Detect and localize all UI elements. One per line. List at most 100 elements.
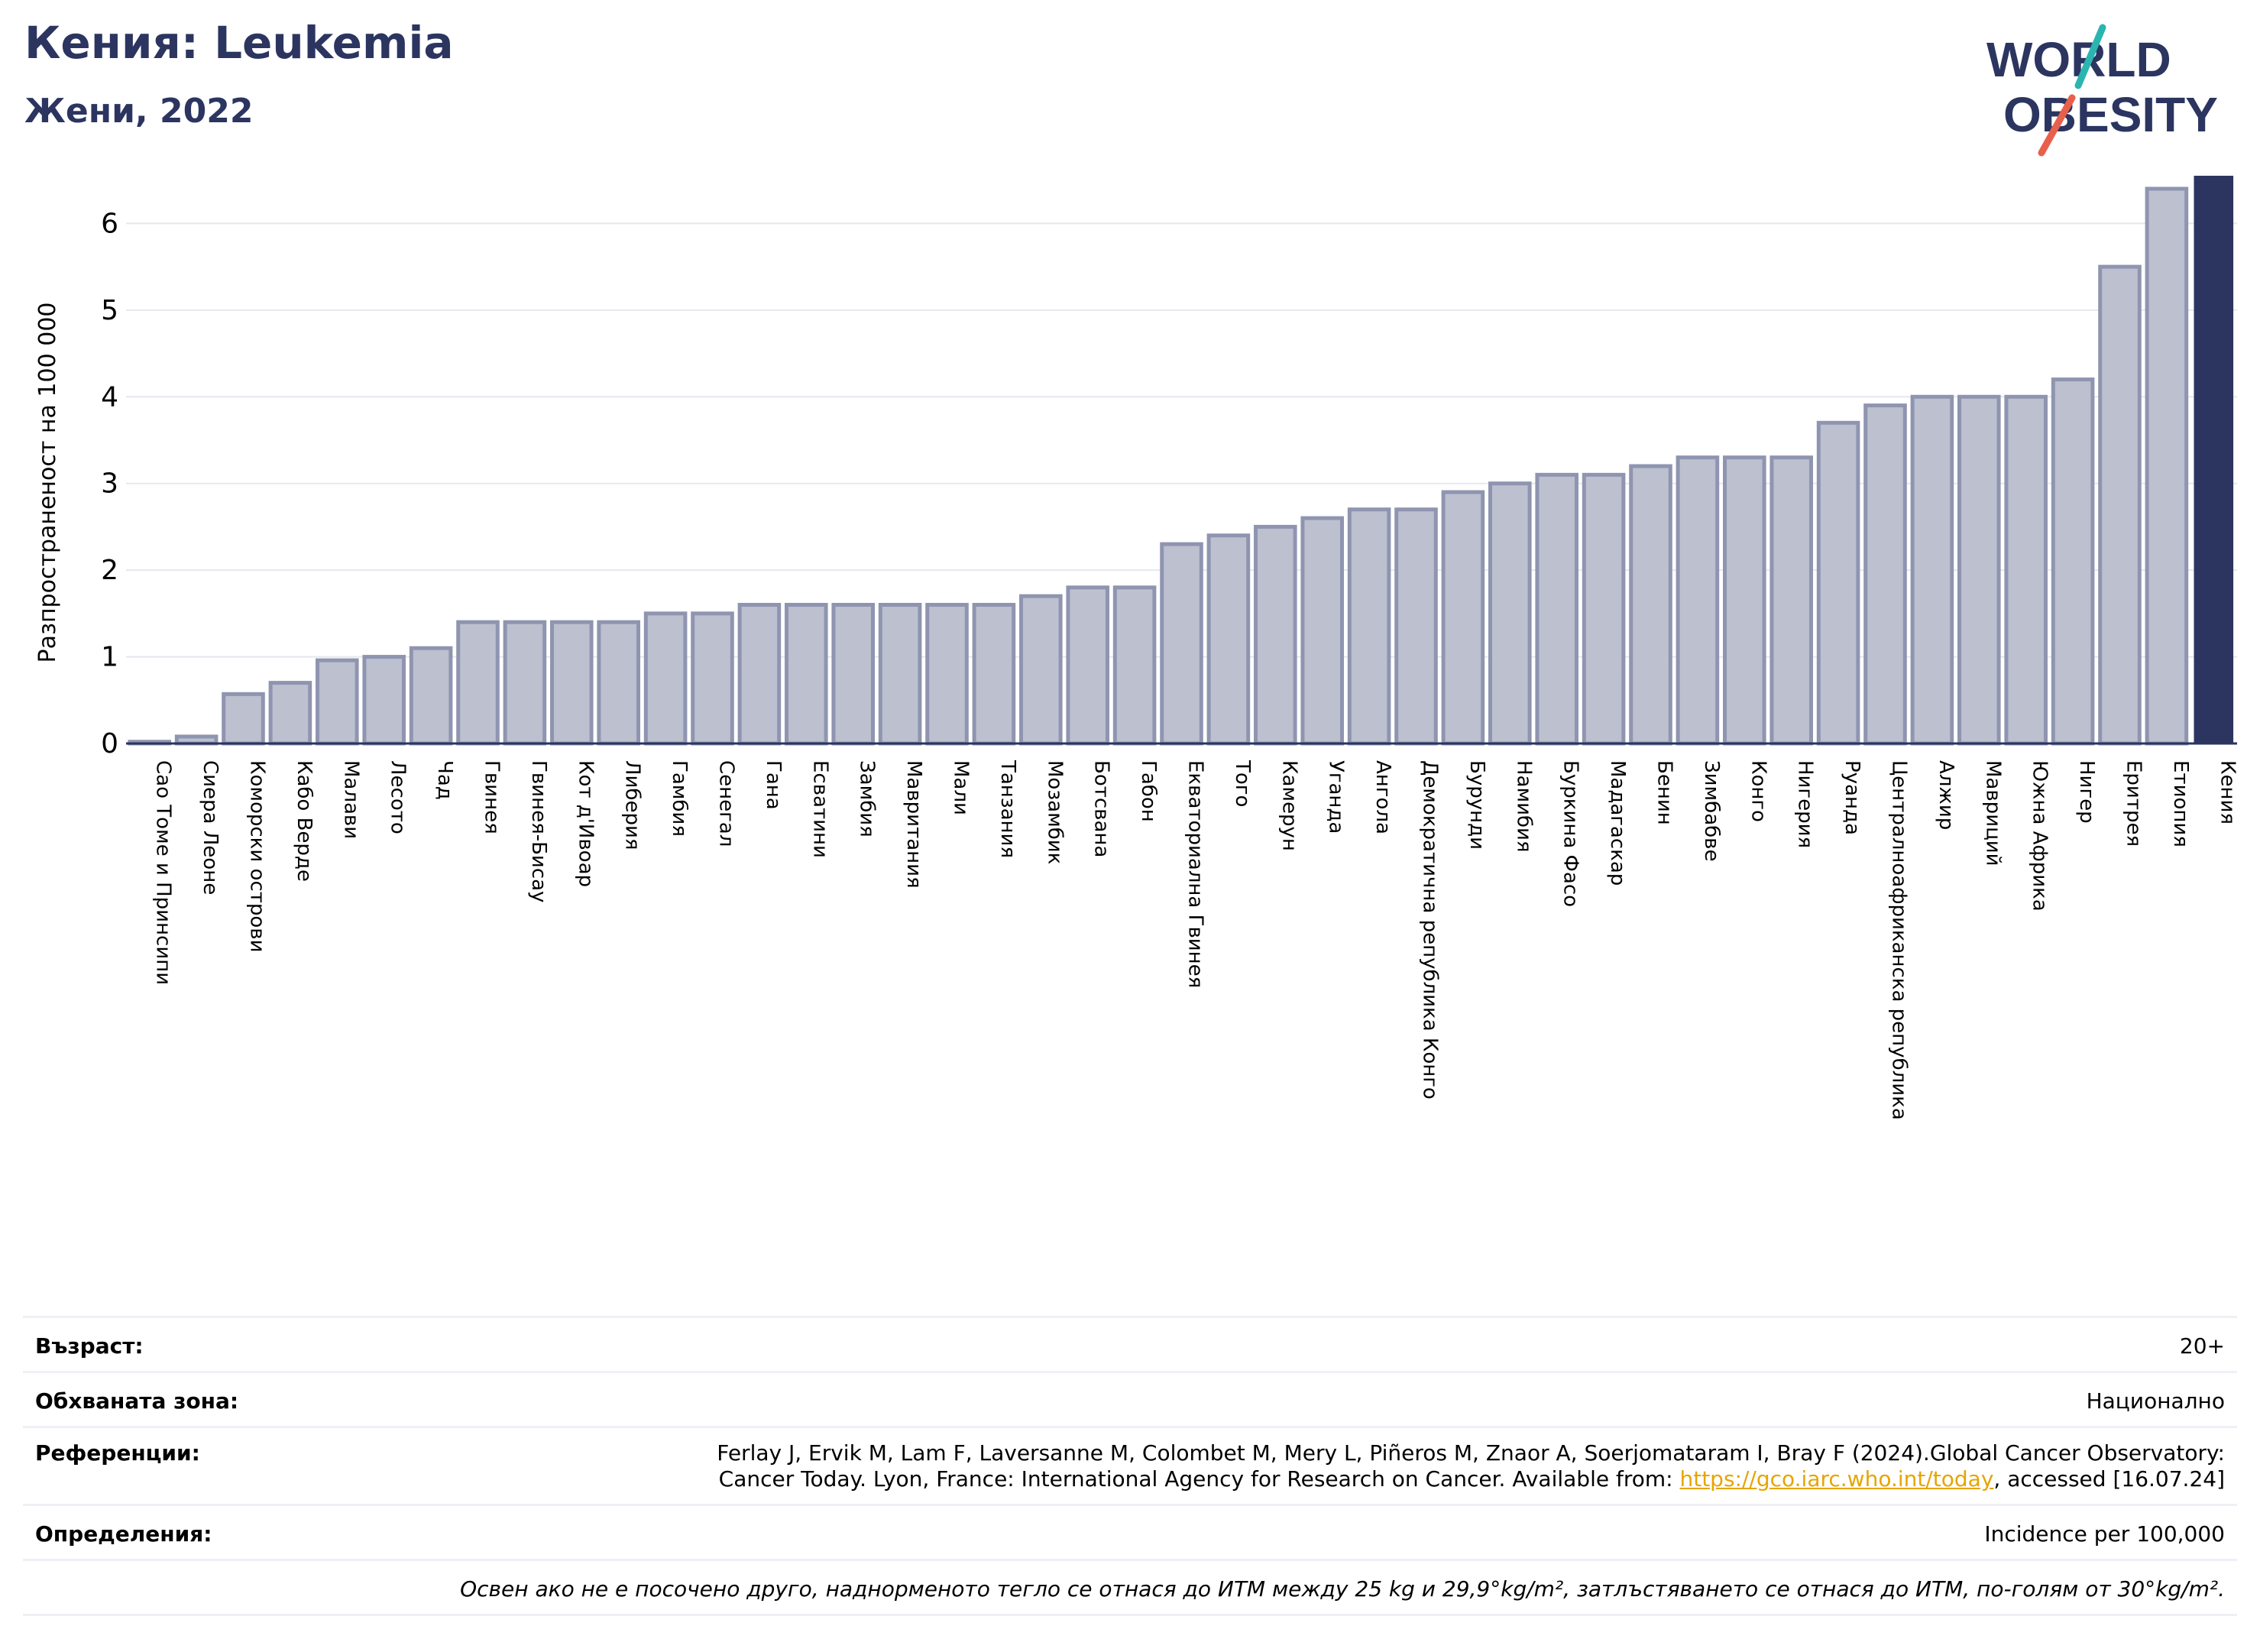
bar: [1723, 455, 1766, 746]
x-tick-label: Малави: [339, 760, 362, 839]
references-line-2: Cancer Today. Lyon, France: Internationa…: [719, 1466, 2225, 1492]
bar: [1066, 585, 1109, 746]
bar: [1957, 394, 2001, 746]
bar: [643, 611, 688, 746]
bar: [597, 620, 640, 746]
info-table-bottom-border: [23, 1614, 2237, 1616]
info-row-definitions: Определения: Incidence per 100,000: [23, 1504, 2237, 1559]
x-tick-label: Гвинея: [481, 760, 503, 834]
bar: [1769, 455, 1813, 746]
x-tick-label: Сиера Леоне: [199, 760, 222, 895]
x-tick-label: Гамбия: [668, 760, 691, 837]
bar: [1863, 403, 1907, 746]
bar: [268, 681, 312, 746]
x-tick-label: Мадагаскар: [1606, 760, 1629, 886]
logo-word-obesity: OBESITY: [2003, 87, 2218, 142]
tick-labels: 0 1 2 3 4 5 6 Сао Томе и Принсипи Сиера Леоне Ком…: [101, 208, 2239, 1119]
bar: [1206, 533, 1251, 746]
x-tick-label: Лесото: [387, 760, 410, 834]
y-tick-label: 1: [101, 642, 118, 673]
bar: [2098, 264, 2142, 746]
coverage-label: Обхваната зона:: [35, 1388, 239, 1414]
bar: [831, 603, 875, 746]
logo-slash-top: [2074, 24, 2106, 89]
x-tick-label: Конго: [1747, 760, 1769, 822]
y-axis-label: Разпространеност на 100 000: [34, 303, 61, 663]
bar: [409, 646, 453, 746]
y-tick-label: 3: [101, 468, 118, 500]
info-table: Възраст: 20+ Обхваната зона: Национално …: [23, 1316, 2237, 1616]
bars: [128, 176, 2234, 746]
x-tick-label: Сенегал: [715, 760, 738, 847]
references-label: Референции:: [35, 1440, 200, 1466]
x-tick-label: Мавритания: [902, 760, 925, 889]
x-tick-label: Есватини: [808, 760, 831, 858]
bar-chart: 0 1 2 3 4 5 6 Сао Томе и Принсипи Сиера Леоне Ком…: [34, 176, 2239, 1120]
x-tick-label: Бенин: [1653, 760, 1676, 825]
references-link[interactable]: https://gco.iarc.who.int/today: [1679, 1466, 1994, 1492]
x-tick-label: Кот д'Ивоар: [574, 760, 597, 887]
info-row-note: Освен ако не е посочено друго, наднормен…: [23, 1559, 2237, 1614]
bar: [1535, 472, 1578, 746]
x-tick-label: Руанда: [1841, 760, 1863, 835]
bar: [1488, 481, 1532, 746]
bar: [362, 655, 406, 746]
bar: [972, 603, 1016, 746]
x-tick-label: Алжир: [1935, 760, 1957, 830]
x-tick-label: Етиопия: [2169, 760, 2192, 847]
bar: [691, 611, 734, 746]
bar: [1300, 516, 1344, 746]
y-tick-label: 6: [101, 208, 118, 239]
bar: [503, 620, 547, 746]
bar: [737, 603, 782, 746]
age-label: Възраст:: [35, 1333, 144, 1359]
info-row-age: Възраст: 20+: [23, 1316, 2237, 1371]
definitions-label: Определения:: [35, 1521, 212, 1547]
bar: [222, 692, 265, 746]
chart-title: Кения: Leukemia: [24, 17, 454, 69]
bar: [2145, 186, 2189, 746]
bar: [1254, 524, 1297, 746]
x-tick-label: Мали: [950, 760, 973, 815]
references-accessed: , accessed [16.07.24]: [1993, 1466, 2225, 1492]
bar: [456, 620, 500, 746]
x-tick-label: Либерия: [621, 760, 644, 850]
bar: [2194, 176, 2234, 743]
bar: [550, 620, 594, 746]
references-text: Cancer Today. Lyon, France: Internationa…: [718, 1466, 1680, 1492]
footnote: Освен ако не е посочено друго, наднормен…: [460, 1576, 2225, 1602]
bar: [1676, 455, 1720, 746]
x-tick-label: Гвинея-Бисау: [527, 760, 550, 902]
y-tick-label: 2: [101, 555, 118, 586]
bar: [1160, 542, 1203, 746]
x-tick-label: Ангола: [1371, 760, 1394, 834]
chart-subtitle: Жени, 2022: [24, 92, 254, 131]
x-tick-label: Уганда: [1325, 760, 1348, 834]
bar: [1347, 507, 1391, 746]
coverage-value: Национално: [2086, 1388, 2225, 1414]
x-tick-label: Того: [1231, 760, 1254, 807]
x-tick-label: Сао Томе и Принсипи: [152, 760, 175, 985]
references-line-1: Ferlay J, Ervik M, Lam F, Laversanne M, …: [717, 1440, 2225, 1466]
x-tick-label: Мозамбик: [1043, 760, 1066, 864]
x-tick-label: Нигер: [2075, 760, 2098, 824]
definitions-value: Incidence per 100,000: [1984, 1521, 2225, 1547]
logo-slash-bottom: [2038, 94, 2076, 157]
x-tick-label: Южна Африка: [2028, 760, 2051, 912]
info-row-coverage: Обхваната зона: Национално: [23, 1371, 2237, 1426]
x-tick-label: Габон: [1137, 760, 1160, 822]
y-tick-label: 0: [101, 728, 118, 760]
x-tick-label: Бурунди: [1465, 760, 1488, 850]
bar: [1019, 594, 1063, 746]
x-tick-label: Кения: [2216, 760, 2239, 824]
x-tick-label: Танзания: [996, 760, 1019, 858]
bar: [1112, 585, 1157, 746]
bar: [1816, 420, 1860, 746]
bar: [1629, 464, 1672, 746]
x-tick-label: Камерун: [1277, 760, 1300, 851]
x-tick-label: Зимбабве: [1700, 760, 1723, 862]
bar: [878, 603, 922, 746]
info-row-references: Референции: Ferlay J, Ervik M, Lam F, La…: [23, 1426, 2237, 1504]
bar: [2051, 377, 2095, 746]
x-tick-label: Кабо Верде: [293, 760, 316, 882]
